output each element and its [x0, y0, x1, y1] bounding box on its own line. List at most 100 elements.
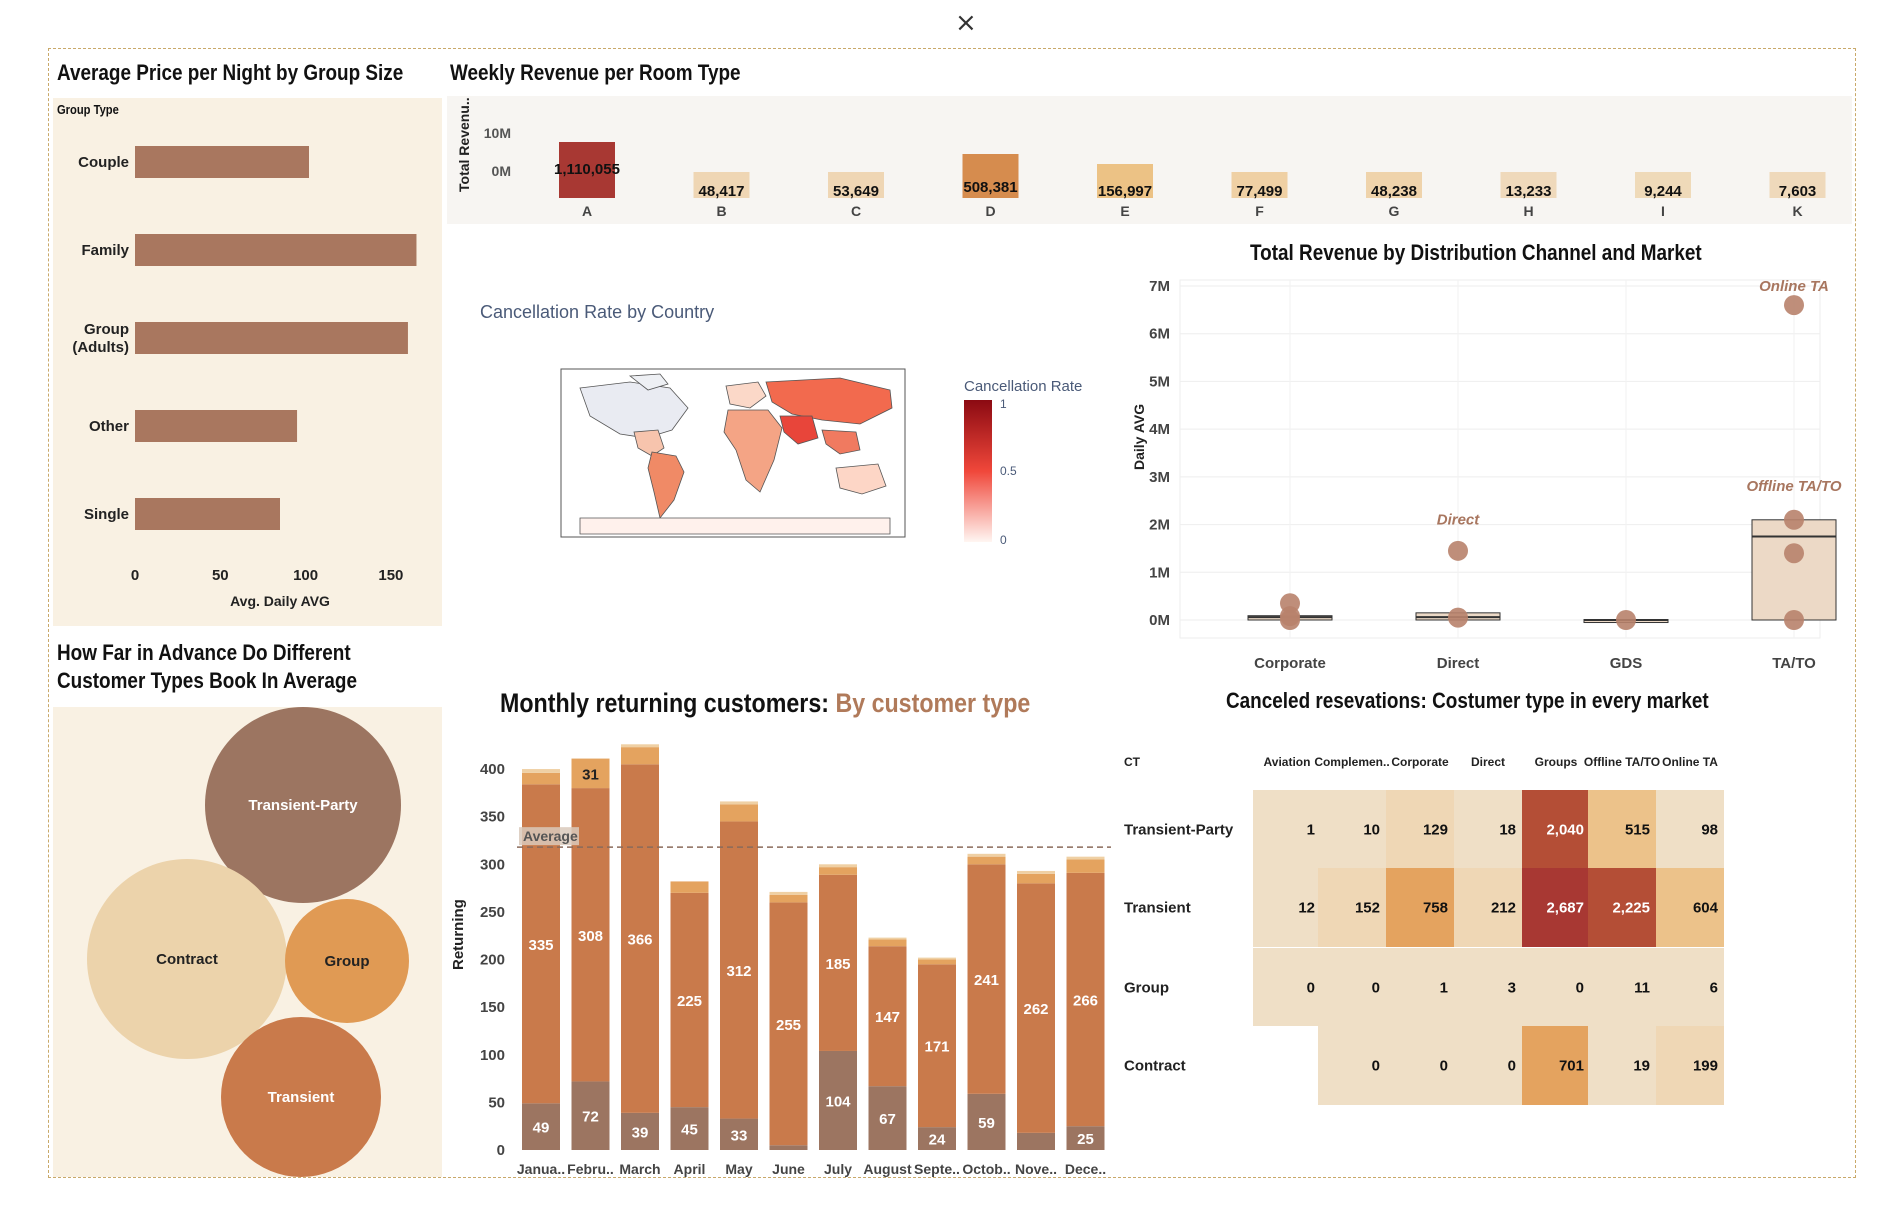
y-tick: 100: [480, 1047, 505, 1064]
bar-value-label: 335: [528, 937, 553, 954]
heatmap-cell: [1522, 868, 1590, 947]
x-tick: Dece..: [1065, 1161, 1106, 1177]
bubble-transient-party: [205, 707, 401, 903]
x-tick: Corporate: [1254, 655, 1326, 672]
map-region-africa: [723, 409, 783, 493]
category-label: (Adults): [72, 339, 129, 356]
bar-segment: [621, 1112, 659, 1150]
bar-value-label: 185: [825, 956, 850, 973]
box-ta-to: [1751, 519, 1837, 621]
cancellation-map[interactable]: [560, 368, 920, 548]
colorbar-tick: 0.5: [1000, 464, 1017, 478]
bar-value-label: 24: [929, 1132, 946, 1149]
heatmap-value: 0: [1372, 980, 1380, 997]
heatmap-cell: [1656, 790, 1724, 869]
heatmap-cell: [1588, 868, 1656, 947]
bar-value-label: 59: [978, 1115, 995, 1132]
channel-plot-area: [1179, 279, 1821, 639]
colorbar-gradient: [964, 400, 992, 542]
revenue-bar-F: [1231, 172, 1288, 198]
x-tick: D: [985, 203, 995, 219]
y-tick: 350: [480, 809, 505, 826]
heatmap-value: 18: [1499, 822, 1516, 839]
legend-header: Group Type: [57, 102, 119, 117]
x-tick: Janua..: [517, 1161, 565, 1177]
bar-value-label: 312: [726, 963, 751, 980]
bar-segment: [769, 894, 808, 903]
x-tick: June: [772, 1161, 805, 1177]
colorbar-tick: 0: [1000, 533, 1007, 547]
heatmap-cell: [1454, 1026, 1522, 1105]
x-tick: August: [863, 1161, 912, 1177]
data-point: [1448, 607, 1468, 628]
y-tick: 5M: [1149, 373, 1170, 390]
group-size-panel: Group Type Couple Family Group (Adults) Other…: [53, 98, 442, 626]
colorbar-tick: 1: [1000, 398, 1007, 411]
bar-value-label: 171: [924, 1039, 949, 1056]
colorbar-title: Cancellation Rate: [964, 378, 1083, 395]
revenue-bar-I: [1635, 172, 1691, 198]
heatmap-cell: [1253, 790, 1321, 869]
close-icon[interactable]: ×: [955, 8, 977, 38]
revenue-bar-K: [1769, 172, 1826, 198]
annotation-label: Online TA: [1759, 278, 1829, 295]
bar-segment: [522, 772, 560, 785]
canceled-heatmap: CT Aviation Complemen.. Corporate Direct Grou…: [1124, 755, 1724, 1105]
revenue-bar-H: [1500, 172, 1557, 198]
heatmap-cell: [1656, 948, 1724, 1027]
revenue-bar-A: [559, 142, 615, 198]
revenue-value-label: 508,381: [963, 179, 1017, 196]
data-point: [1784, 295, 1804, 316]
heatmap-cell: [1253, 1026, 1321, 1105]
y-tick: 300: [480, 856, 505, 873]
column-header: Online TA: [1662, 755, 1718, 769]
bubble-group: [285, 899, 409, 1023]
y-tick: 4M: [1149, 421, 1170, 438]
bar-segment: [1066, 1126, 1105, 1150]
bar-segment: [621, 764, 659, 1113]
revenue-value-label: 1,110,055: [554, 161, 620, 178]
y-tick: 50: [488, 1094, 505, 1111]
bar-segment: [819, 864, 857, 868]
revenue-bar-G: [1366, 172, 1422, 198]
bar-segment: [621, 744, 659, 748]
y-axis-label: Daily AVG: [1131, 404, 1147, 470]
heatmap-value: 152: [1355, 900, 1380, 917]
column-header: Direct: [1471, 755, 1505, 769]
bubble-label: Group: [325, 953, 370, 970]
bar-segment: [918, 957, 956, 960]
map-region-central-america: [633, 429, 665, 457]
canceled-title: Canceled resevations: Costumer type in e…: [1226, 688, 1709, 713]
heatmap-cell: [1454, 790, 1522, 869]
heatmap-value: 199: [1693, 1058, 1718, 1075]
bar-value-label: 147: [875, 1009, 900, 1026]
bar-value-label: 225: [677, 993, 702, 1010]
revenue-value-label: 9,244: [1644, 183, 1682, 200]
bar-segment: [621, 747, 659, 765]
heatmap-cell: [1588, 1026, 1656, 1105]
y-tick: 400: [480, 761, 505, 778]
column-header: Corporate: [1391, 755, 1449, 769]
data-point: [1616, 610, 1636, 630]
column-header: Aviation: [1264, 755, 1311, 769]
average-label-bg: [519, 827, 579, 846]
bar-other: [135, 410, 298, 442]
category-label: Single: [84, 506, 129, 523]
x-tick: May: [725, 1161, 752, 1177]
bar-segment: [918, 964, 956, 1128]
x-tick: A: [582, 203, 592, 219]
y-tick: 6M: [1149, 326, 1170, 343]
bar-value-label: 67: [879, 1111, 896, 1128]
heatmap-cell: [1454, 868, 1522, 947]
heatmap-cell: [1318, 868, 1386, 947]
map-region-antarctica: [579, 517, 891, 535]
map-region-southeast-asia: [821, 429, 861, 455]
monthly-title-accent: By customer type: [835, 688, 1031, 718]
bar-segment: [1066, 872, 1105, 1127]
heatmap-value: 0: [1440, 1058, 1448, 1075]
bubble-label: Contract: [156, 951, 218, 968]
bar-segment: [918, 959, 956, 965]
heatmap-value: 0: [1576, 980, 1584, 997]
group-size-title: Average Price per Night by Group Size: [57, 60, 404, 85]
bar-segment: [720, 801, 758, 805]
